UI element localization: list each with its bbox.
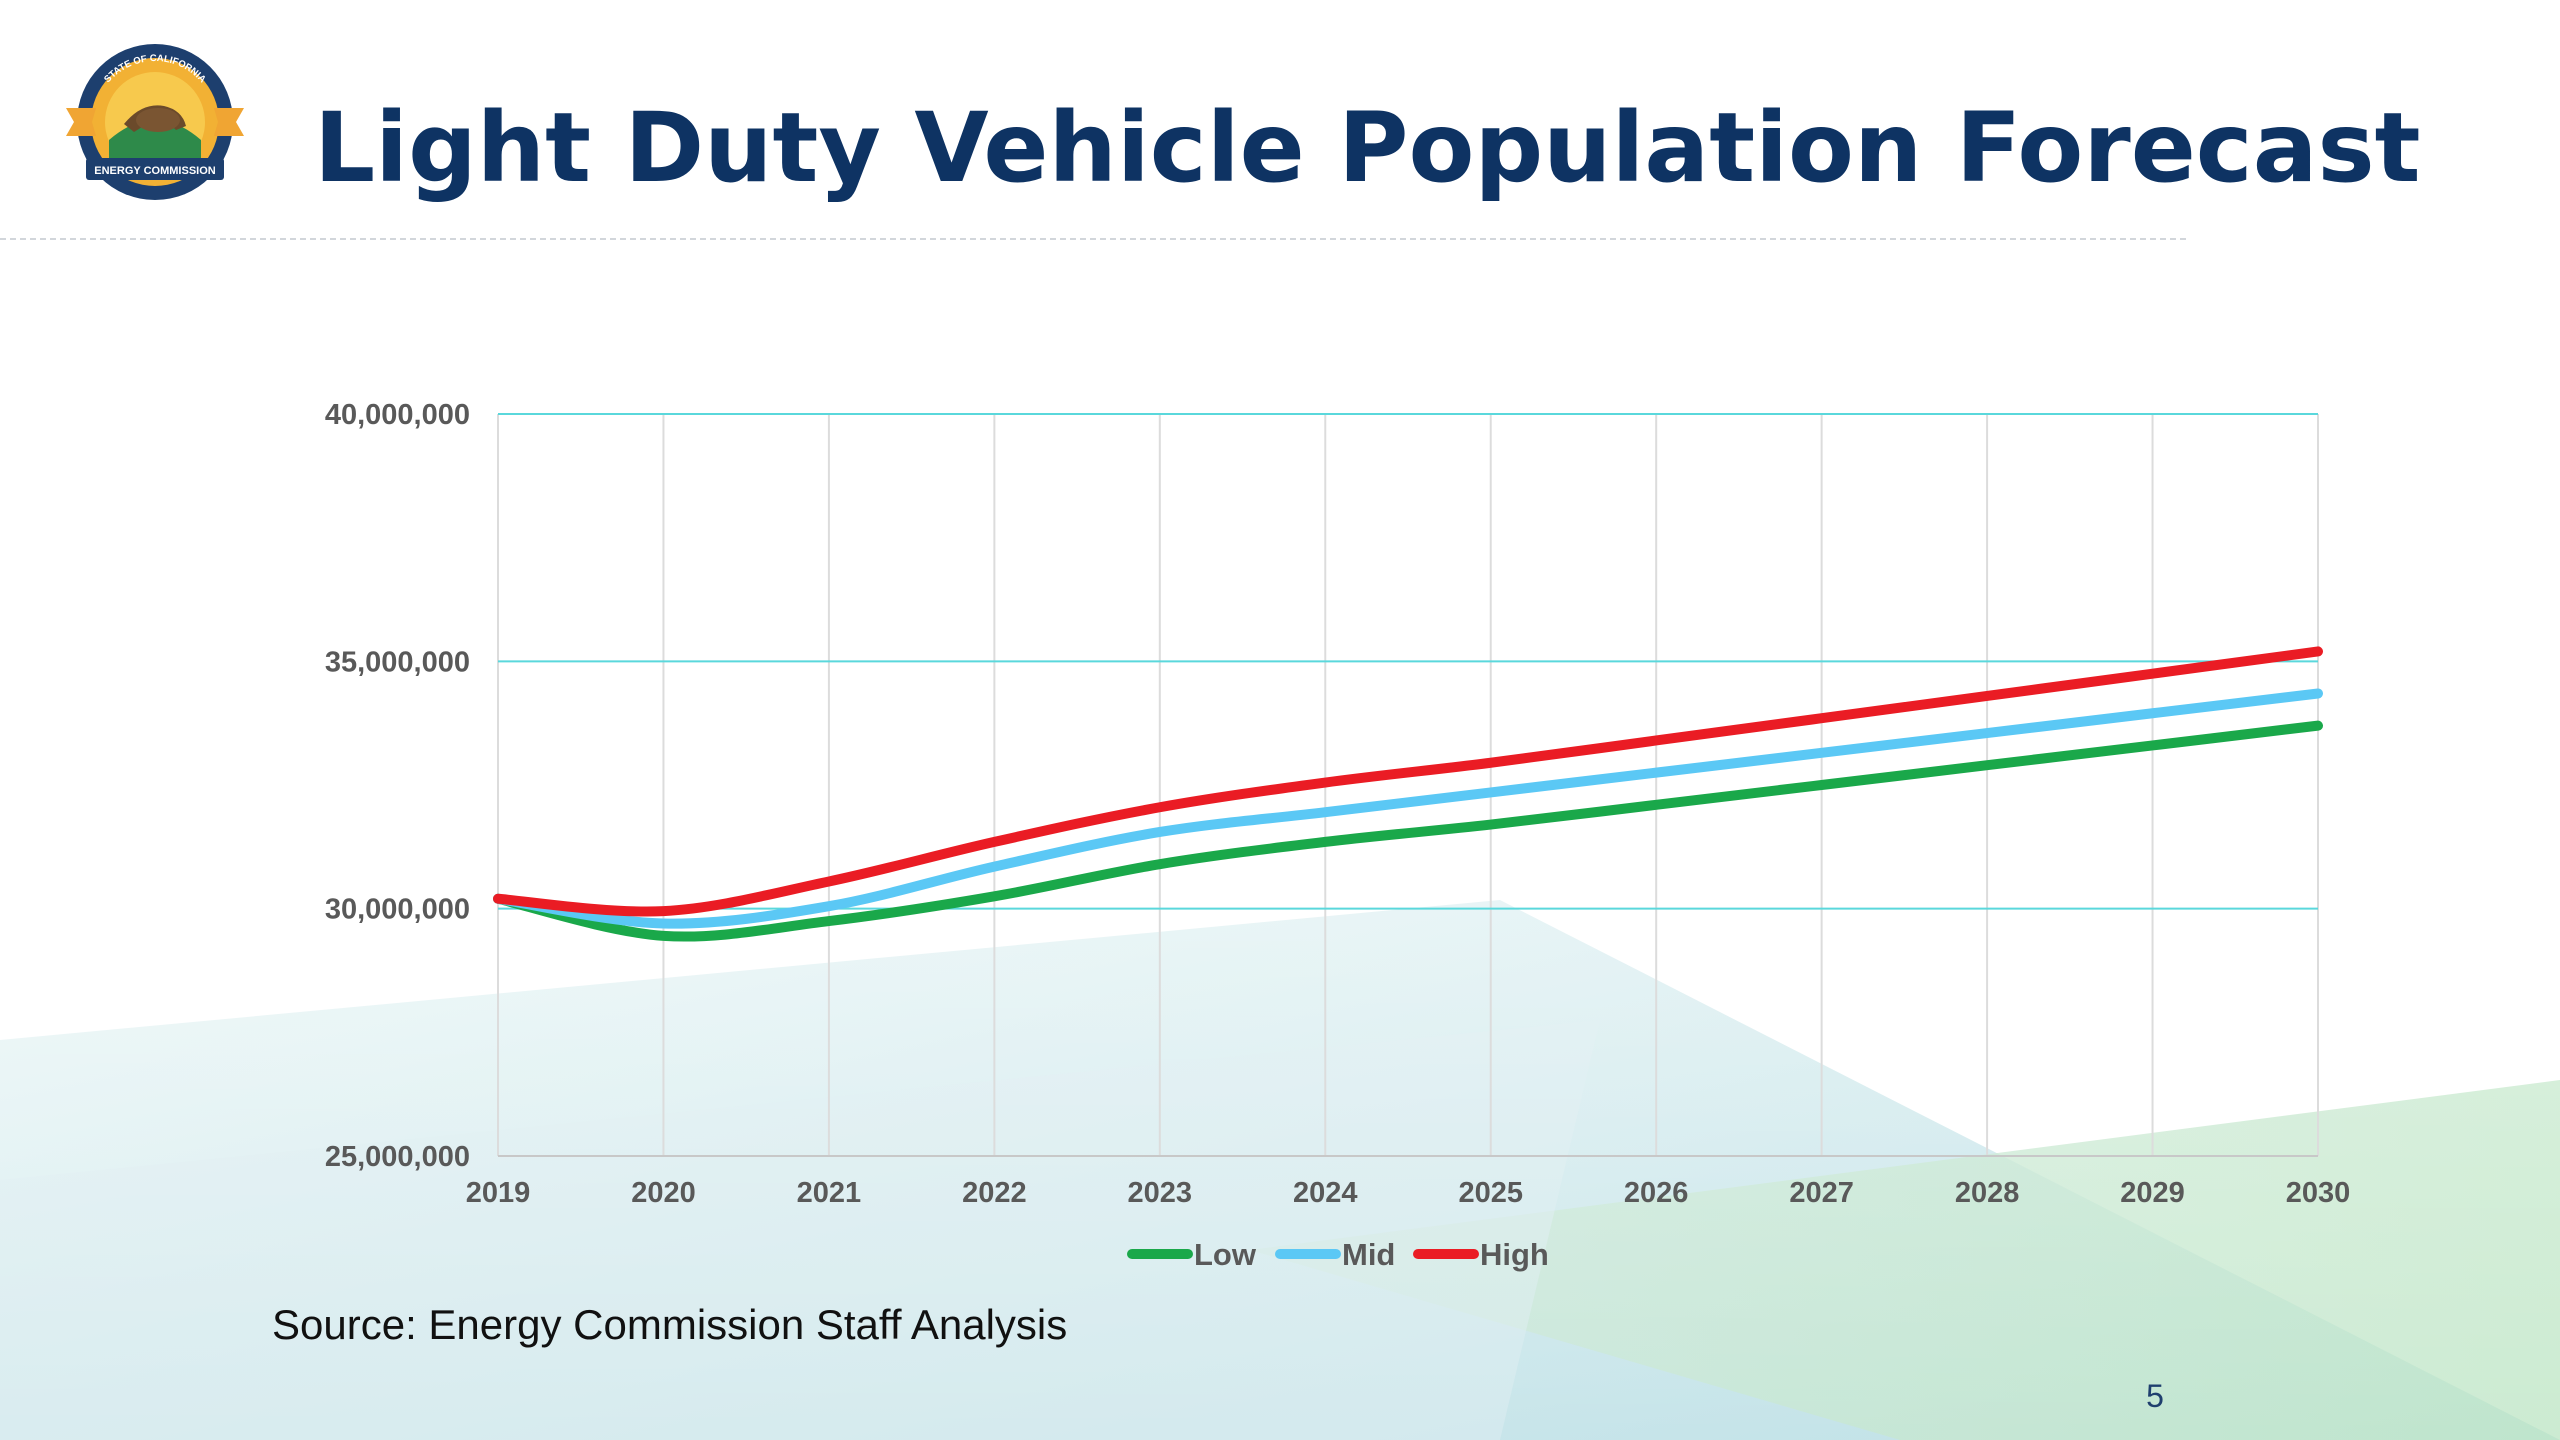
y-tick-label: 40,000,000 — [325, 399, 470, 431]
x-tick-label: 2022 — [962, 1177, 1027, 1209]
source-note: Source: Energy Commission Staff Analysis — [272, 1301, 1068, 1348]
x-axis-tick-labels: 2019 2020 2021 2022 2023 2024 2025 2026 2027 2028… — [466, 1177, 2351, 1209]
series-line-high — [493, 646, 2323, 917]
legend-label-mid: Mid — [1342, 1237, 1395, 1272]
y-tick-label: 30,000,000 — [325, 894, 470, 926]
vertical-gridlines — [497, 414, 2319, 1156]
x-tick-label: 2019 — [466, 1177, 531, 1209]
x-tick-label: 2029 — [2120, 1177, 2185, 1209]
series-line-mid — [493, 688, 2323, 929]
x-tick-label: 2027 — [1789, 1177, 1854, 1209]
y-tick-label: 25,000,000 — [325, 1141, 470, 1173]
energy-commission-seal-logo: ENERGY COMMISSION STATE OF CALIFORNIA — [66, 44, 244, 200]
x-tick-label: 2025 — [1458, 1177, 1523, 1209]
x-tick-label: 2030 — [2286, 1177, 2351, 1209]
x-tick-label: 2028 — [1955, 1177, 2020, 1209]
chart-legend: Low Mid High — [1127, 1237, 1549, 1272]
x-tick-label: 2020 — [631, 1177, 696, 1209]
series-lines — [493, 646, 2323, 942]
logo-ring-bottom-text: ENERGY COMMISSION — [94, 165, 215, 177]
horizontal-gridlines — [498, 413, 2318, 1157]
x-tick-label: 2024 — [1293, 1177, 1358, 1209]
legend-label-high: High — [1480, 1237, 1549, 1272]
x-tick-label: 2021 — [797, 1177, 862, 1209]
x-tick-label: 2026 — [1624, 1177, 1689, 1209]
y-tick-label: 35,000,000 — [325, 646, 470, 678]
x-tick-label: 2023 — [1128, 1177, 1193, 1209]
legend-label-low: Low — [1194, 1237, 1257, 1272]
slide-title: Light Duty Vehicle Population Forecast — [314, 92, 2421, 204]
series-line-low — [493, 720, 2323, 942]
y-axis-tick-labels: 25,000,000 30,000,000 35,000,000 40,000,000 — [325, 399, 470, 1173]
title-divider — [0, 238, 2186, 240]
page-number: 5 — [2146, 1378, 2164, 1414]
